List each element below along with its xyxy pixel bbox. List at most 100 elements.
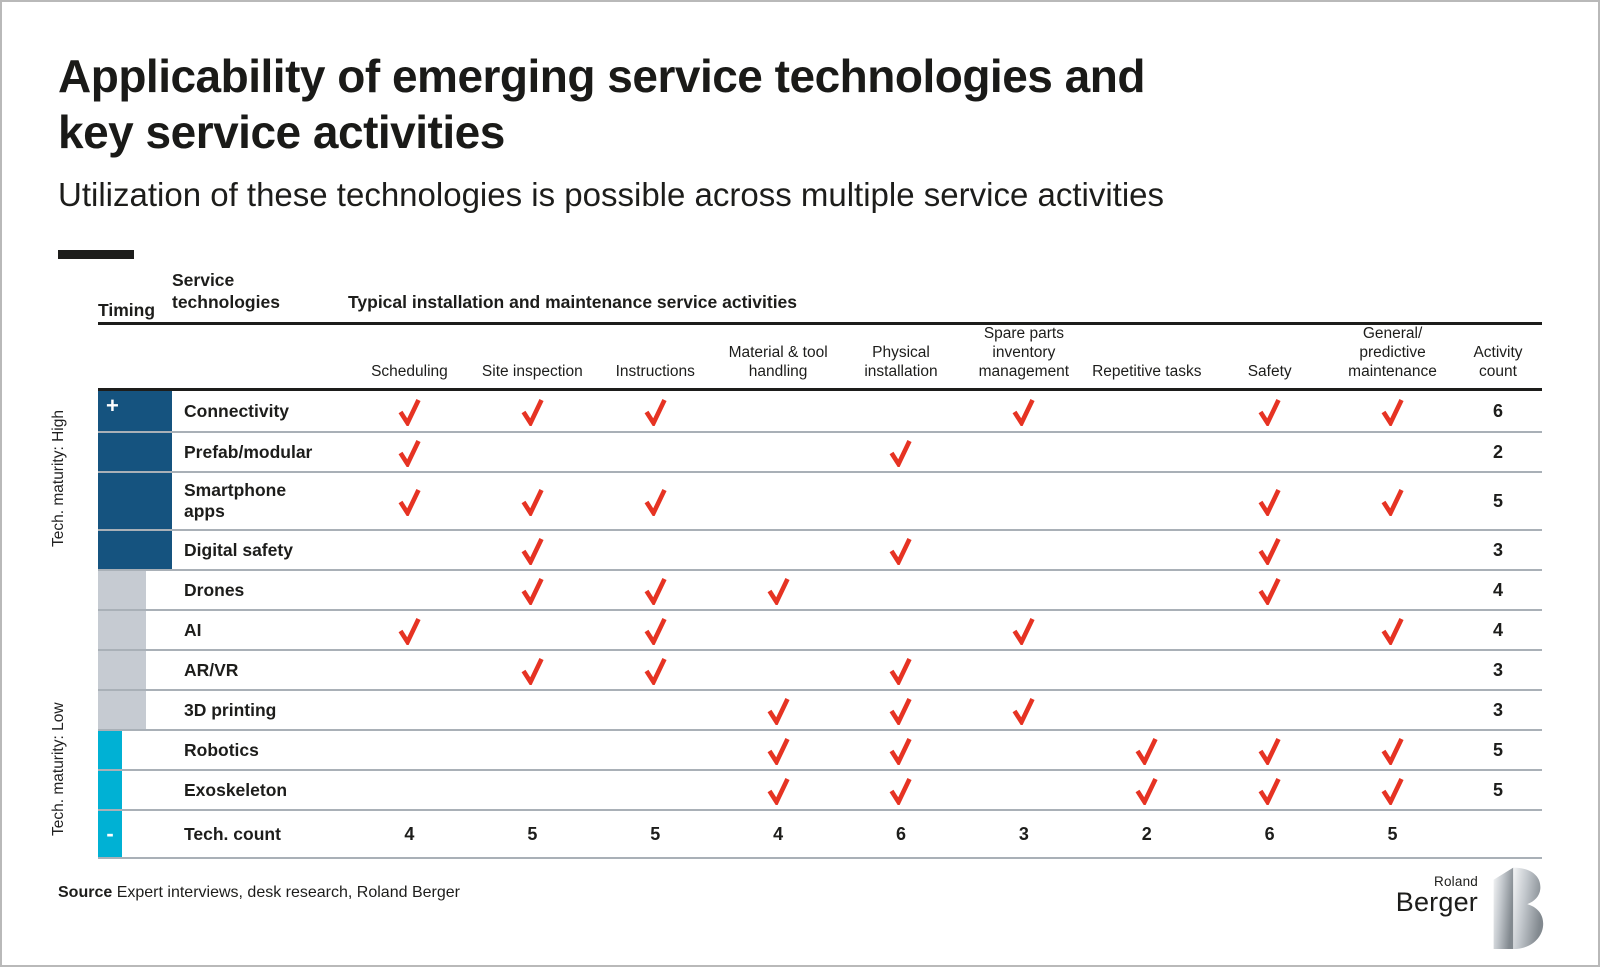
checkmark-icon [1258, 488, 1281, 516]
tech-name: Drones [184, 579, 245, 600]
tech-count-value: 6 [895, 823, 906, 844]
empty-cell [717, 473, 840, 529]
empty-cell [840, 473, 963, 529]
empty-cell [471, 433, 594, 471]
timing-block [98, 731, 122, 770]
check-cell [1085, 771, 1208, 809]
tech-count-value: 4 [404, 823, 415, 844]
check-cell [1331, 473, 1454, 529]
checkmark-icon [521, 488, 544, 516]
timing-minus-marker: - [98, 811, 122, 858]
empty-cell [840, 391, 963, 431]
check-cell [962, 391, 1085, 431]
tech-name: Prefab/modular [184, 441, 313, 462]
empty-cell [348, 531, 471, 569]
check-cell [594, 391, 717, 431]
timing-cell [98, 473, 172, 530]
checkmark-icon [1012, 398, 1035, 426]
maturity-high-label: Tech. maturity: High [50, 410, 67, 548]
table-row: 3D printing 3 [98, 689, 1542, 730]
empty-cell [717, 531, 840, 569]
empty-cell [1085, 391, 1208, 431]
check-cell [1208, 731, 1331, 769]
check-cell [594, 611, 717, 649]
logo-berger-text: Berger [1395, 887, 1478, 917]
check-cell [840, 531, 963, 569]
empty-cell [1208, 611, 1331, 649]
check-cell [1085, 731, 1208, 769]
check-cell [717, 771, 840, 809]
check-cell [962, 611, 1085, 649]
check-cell [1331, 391, 1454, 431]
check-cell [1331, 611, 1454, 649]
checkmark-icon [1258, 737, 1281, 765]
service-tech-header: Service technologies [172, 270, 280, 313]
timing-block [98, 611, 146, 650]
check-cell [594, 571, 717, 609]
empty-cell [348, 731, 471, 769]
check-cell [471, 651, 594, 689]
timing-cell: - [98, 811, 172, 858]
check-cell [471, 473, 594, 529]
empty-cell [962, 473, 1085, 529]
empty-cell [1331, 571, 1454, 609]
table-row: AR/VR 3 [98, 649, 1542, 690]
empty-cell [962, 731, 1085, 769]
check-cell [840, 651, 963, 689]
empty-cell [348, 651, 471, 689]
empty-cell [594, 531, 717, 569]
tech-name: Exoskeleton [184, 779, 288, 800]
empty-cell [471, 731, 594, 769]
check-cell [1331, 731, 1454, 769]
check-cell [1208, 571, 1331, 609]
tech-count-value: 3 [1018, 823, 1029, 844]
checkmark-icon [890, 657, 913, 685]
table-row: Smartphone apps 5 [98, 471, 1542, 530]
empty-cell [717, 391, 840, 431]
timing-cell [98, 531, 172, 570]
checkmark-icon [767, 737, 790, 765]
empty-cell [840, 611, 963, 649]
timing-cell [98, 731, 172, 770]
checkmark-icon [890, 777, 913, 805]
empty-cell [594, 731, 717, 769]
empty-cell [471, 611, 594, 649]
timing-cell [98, 651, 172, 690]
check-cell [594, 651, 717, 689]
spacer-cell [172, 382, 348, 391]
checkmark-icon [1381, 777, 1404, 805]
table-subheader-row: Scheduling Site inspection Instructions Mat… [98, 325, 1542, 392]
empty-cell [594, 771, 717, 809]
check-cell [594, 473, 717, 529]
empty-cell [1085, 433, 1208, 471]
checkmark-icon [644, 398, 667, 426]
tech-name: Smartphone apps [184, 480, 287, 522]
tech-name: Robotics [184, 739, 259, 760]
totals-label: Tech. count [184, 823, 281, 844]
maturity-low-label: Tech. maturity: Low [50, 702, 67, 836]
timing-block [98, 433, 172, 472]
table-row: + Connectivity 6 [98, 391, 1542, 432]
source-text: Expert interviews, desk research, Roland… [116, 884, 460, 901]
activities-header: Typical installation and maintenance ser… [348, 292, 798, 313]
checkmark-icon [1258, 777, 1281, 805]
table-row: Robotics 5 [98, 729, 1542, 770]
check-cell [1331, 771, 1454, 809]
page-subtitle: Utilization of these technologies is pos… [58, 176, 1164, 214]
activity-count-value: 4 [1492, 579, 1503, 600]
check-cell [348, 391, 471, 431]
empty-cell [1208, 651, 1331, 689]
tech-name: Connectivity [184, 400, 290, 421]
empty-cell [1085, 691, 1208, 729]
check-cell [962, 691, 1085, 729]
column-header-9: General/ predictive maintenance [1348, 325, 1437, 381]
empty-cell [717, 651, 840, 689]
tech-name: AR/VR [184, 659, 239, 680]
checkmark-icon [1381, 398, 1404, 426]
activity-count-value: 2 [1492, 441, 1503, 462]
check-cell [717, 691, 840, 729]
timing-cell [98, 433, 172, 472]
empty-cell [1085, 651, 1208, 689]
empty-cell [594, 433, 717, 471]
empty-cell [1331, 651, 1454, 689]
